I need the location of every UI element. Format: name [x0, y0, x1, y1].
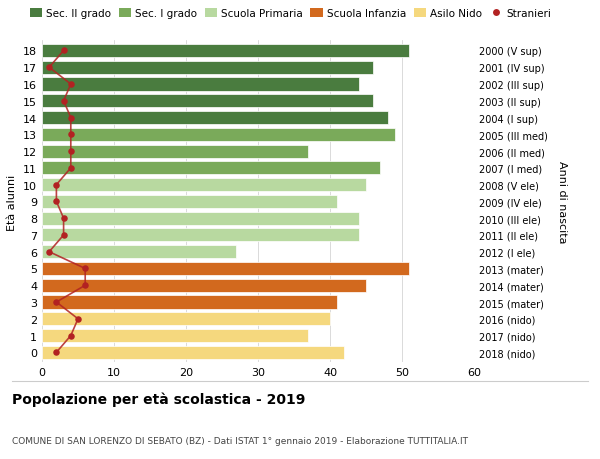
- Bar: [42, 129, 395, 141]
- Point: [66, 165, 76, 172]
- Point: [59, 98, 68, 105]
- Point: [44, 64, 54, 72]
- Bar: [42, 62, 373, 75]
- Bar: [42, 329, 308, 342]
- Bar: [42, 145, 308, 158]
- Bar: [42, 162, 380, 175]
- Point: [66, 332, 76, 340]
- Bar: [42, 212, 359, 225]
- Bar: [42, 313, 330, 325]
- Point: [59, 232, 68, 239]
- Point: [66, 148, 76, 156]
- Point: [73, 315, 83, 323]
- Y-axis label: Anni di nascita: Anni di nascita: [557, 161, 567, 243]
- Point: [80, 265, 90, 273]
- Bar: [42, 196, 337, 208]
- Bar: [42, 346, 344, 359]
- Bar: [42, 229, 359, 242]
- Legend: Sec. II grado, Sec. I grado, Scuola Primaria, Scuola Infanzia, Asilo Nido, Stran: Sec. II grado, Sec. I grado, Scuola Prim…: [26, 5, 555, 23]
- Bar: [42, 246, 236, 259]
- Point: [66, 115, 76, 122]
- Bar: [42, 263, 409, 275]
- Bar: [42, 296, 337, 309]
- Point: [52, 198, 61, 206]
- Bar: [42, 179, 366, 192]
- Bar: [42, 279, 366, 292]
- Bar: [42, 112, 388, 125]
- Text: COMUNE DI SAN LORENZO DI SEBATO (BZ) - Dati ISTAT 1° gennaio 2019 - Elaborazione: COMUNE DI SAN LORENZO DI SEBATO (BZ) - D…: [12, 436, 468, 445]
- Point: [66, 81, 76, 89]
- Point: [66, 131, 76, 139]
- Point: [59, 215, 68, 222]
- Bar: [42, 45, 409, 58]
- Point: [44, 248, 54, 256]
- Bar: [42, 95, 373, 108]
- Point: [59, 48, 68, 55]
- Point: [52, 299, 61, 306]
- Point: [52, 182, 61, 189]
- Text: Popolazione per età scolastica - 2019: Popolazione per età scolastica - 2019: [12, 392, 305, 406]
- Bar: [42, 78, 359, 91]
- Point: [80, 282, 90, 289]
- Point: [52, 349, 61, 356]
- Y-axis label: Età alunni: Età alunni: [7, 174, 17, 230]
